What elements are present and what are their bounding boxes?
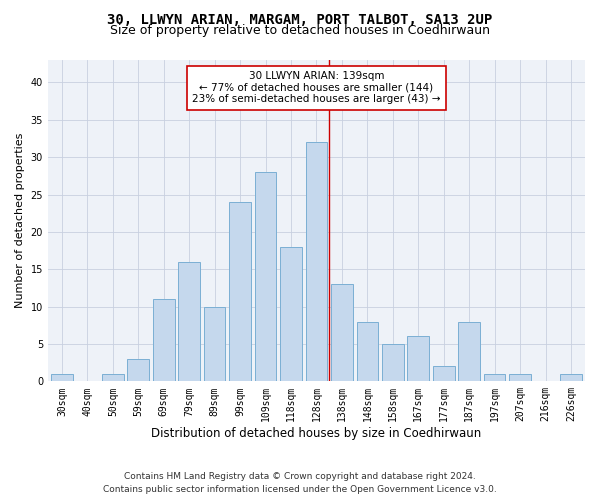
Bar [51,374,73,382]
Bar [407,336,429,382]
Bar [382,344,404,382]
Text: 30 LLWYN ARIAN: 139sqm
← 77% of detached houses are smaller (144)
23% of semi-de: 30 LLWYN ARIAN: 139sqm ← 77% of detached… [192,71,441,104]
Bar [102,374,124,382]
X-axis label: Distribution of detached houses by size in Coedhirwaun: Distribution of detached houses by size … [151,427,482,440]
Bar [229,202,251,382]
Text: Size of property relative to detached houses in Coedhirwaun: Size of property relative to detached ho… [110,24,490,37]
Bar [255,172,277,382]
Bar [204,306,226,382]
Y-axis label: Number of detached properties: Number of detached properties [15,133,25,308]
Bar [356,322,378,382]
Bar [560,374,582,382]
Bar [331,284,353,382]
Bar [509,374,531,382]
Bar [280,247,302,382]
Bar [305,142,327,382]
Bar [153,299,175,382]
Bar [127,359,149,382]
Bar [433,366,455,382]
Bar [178,262,200,382]
Bar [458,322,480,382]
Text: Contains HM Land Registry data © Crown copyright and database right 2024.
Contai: Contains HM Land Registry data © Crown c… [103,472,497,494]
Text: 30, LLWYN ARIAN, MARGAM, PORT TALBOT, SA13 2UP: 30, LLWYN ARIAN, MARGAM, PORT TALBOT, SA… [107,12,493,26]
Bar [484,374,505,382]
